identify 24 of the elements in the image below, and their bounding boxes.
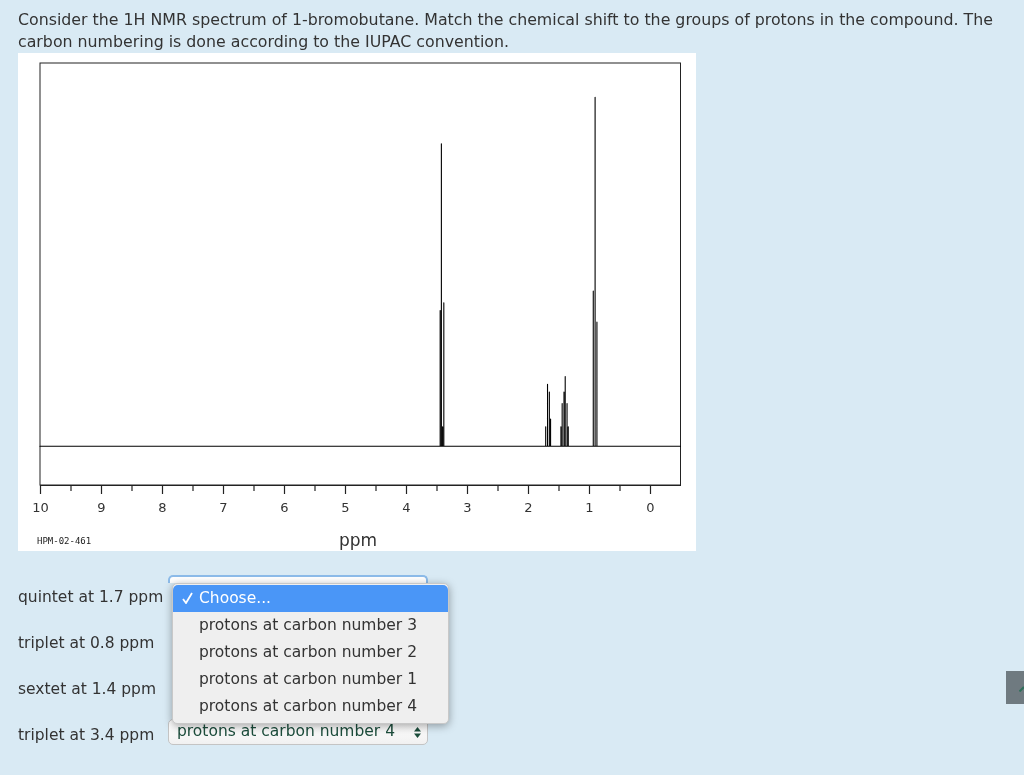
- x-tick-label: 9: [97, 500, 106, 516]
- text: protons at carbon number 3: [198, 615, 418, 636]
- x-axis-title: ppm: [338, 530, 378, 550]
- x-tick-label: 7: [219, 500, 228, 516]
- x-tick-label: 1: [585, 500, 594, 516]
- x-tick-label: 3: [463, 500, 472, 516]
- x-tick-label: 8: [158, 500, 167, 516]
- text: triplet at 0.8 ppm: [18, 634, 155, 652]
- x-tick-label: 5: [341, 500, 350, 516]
- chart-title: Consider the 1H NMR spectrum of 1-bromobutane. Match the chemical shift to the groups of protons in the compound. The carbon numbering is done according to the IUPAC convention.: [18, 9, 993, 53]
- text: protons at carbon number 2: [198, 642, 418, 663]
- text: HPM-02-461: [37, 536, 92, 546]
- x-tick-label: 6: [280, 500, 289, 516]
- x-tick-label: 4: [402, 500, 411, 516]
- text: sextet at 1.4 ppm: [18, 680, 156, 698]
- text: Choose...: [173, 585, 448, 612]
- x-tick-label: 2: [524, 500, 533, 516]
- x-tick-label: 10: [32, 500, 49, 516]
- text: protons at carbon number 1: [198, 669, 418, 690]
- text: triplet at 3.4 ppm: [18, 726, 155, 744]
- text: protons at carbon number 4: [177, 721, 395, 742]
- text: protons at carbon number 4: [198, 696, 418, 717]
- x-tick-label: 0: [646, 500, 655, 516]
- text: quintet at 1.7 ppm: [18, 588, 164, 606]
